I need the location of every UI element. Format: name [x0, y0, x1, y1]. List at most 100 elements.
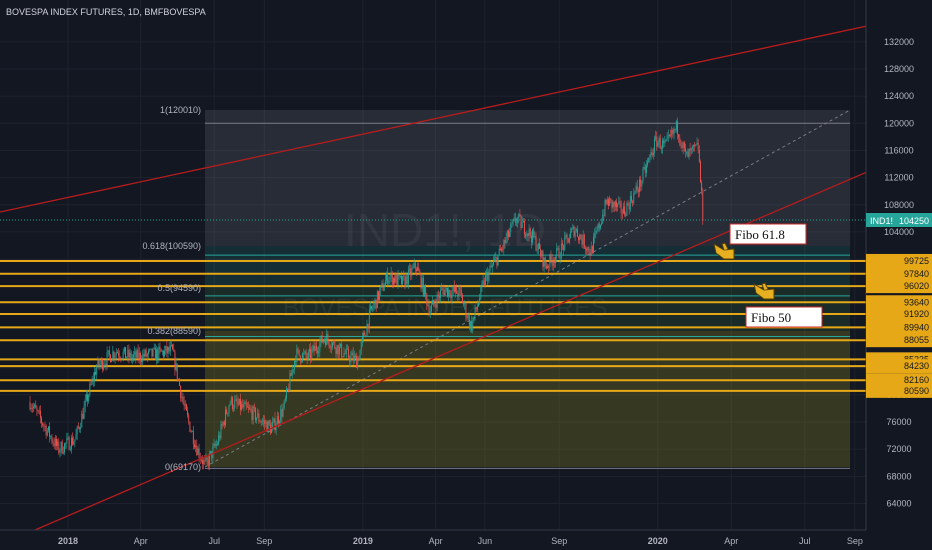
candle — [177, 378, 179, 382]
candle — [655, 130, 657, 142]
candle — [504, 237, 506, 249]
fibo-50-label: Fibo 50 — [751, 310, 791, 325]
candle — [640, 175, 642, 192]
candle — [575, 227, 577, 233]
candle — [390, 266, 392, 283]
candle — [220, 420, 222, 441]
candle — [58, 437, 60, 455]
candle — [560, 237, 562, 261]
candle — [635, 182, 637, 195]
candle — [227, 412, 229, 417]
channel-upper-line[interactable] — [0, 19, 896, 213]
fibo-618-label: Fibo 61.8 — [735, 227, 785, 242]
channel-lower-line[interactable] — [34, 143, 932, 531]
horizontal-levels[interactable] — [0, 259, 866, 392]
candle — [191, 430, 193, 433]
candle — [77, 422, 79, 430]
candle — [164, 345, 166, 358]
candle — [88, 393, 90, 404]
time-tick-label: Apr — [429, 536, 443, 546]
candle — [579, 233, 581, 245]
time-tick-label: 2019 — [353, 536, 373, 546]
price-axis[interactable]: 6400068000720007600080000840008800092000… — [865, 0, 932, 550]
candle — [528, 224, 530, 242]
candle — [380, 285, 382, 297]
candle — [96, 363, 98, 380]
candle — [534, 231, 536, 240]
candle — [565, 232, 567, 240]
candle — [664, 135, 666, 147]
candle — [229, 400, 231, 407]
candle — [426, 292, 428, 311]
candle — [660, 145, 662, 154]
candle — [381, 280, 383, 288]
candle — [258, 409, 260, 425]
candle — [493, 255, 494, 267]
fibo-618-annotation[interactable]: Fibo 61.8 — [729, 223, 807, 245]
candle — [392, 277, 394, 289]
candle — [127, 345, 129, 362]
candle — [475, 306, 477, 313]
time-axis[interactable]: 2018 Apr Jul Sep 2019 Apr Jun Sep 2020 Apr Jul Sep — [0, 529, 932, 550]
candle — [289, 369, 291, 392]
candle — [405, 271, 407, 289]
price-tick-label: 64000 — [886, 499, 911, 509]
candle — [453, 280, 455, 294]
candle — [457, 290, 459, 302]
candle — [125, 347, 126, 358]
candle — [489, 259, 491, 275]
candle — [222, 420, 224, 427]
candle — [702, 187, 704, 225]
candle — [283, 399, 285, 410]
candle — [310, 342, 312, 364]
candle — [567, 237, 569, 243]
candle — [689, 143, 691, 157]
time-tick-label: Jul — [799, 536, 811, 546]
candle — [491, 262, 493, 273]
candle — [402, 275, 404, 285]
candle — [587, 246, 589, 256]
candle — [438, 292, 440, 304]
candle — [516, 217, 517, 227]
fib-label-618: 0.618(100590) — [142, 241, 201, 251]
candle — [433, 299, 435, 307]
candle — [548, 264, 550, 274]
candle — [598, 221, 600, 232]
candle — [260, 419, 262, 427]
candle — [359, 349, 361, 360]
level-price-tag — [866, 266, 932, 281]
candle — [401, 271, 402, 289]
candle — [679, 134, 681, 147]
candle — [214, 440, 216, 449]
level-price-value: 88055 — [904, 335, 929, 345]
candle — [586, 246, 588, 255]
candle — [323, 337, 325, 343]
candle — [581, 234, 583, 248]
candle — [557, 245, 559, 251]
candle — [65, 442, 67, 450]
candle — [122, 348, 124, 362]
candle — [529, 227, 531, 239]
level-price-value: 93640 — [904, 297, 929, 307]
candle — [693, 144, 695, 152]
candle — [424, 285, 425, 298]
candle — [106, 346, 108, 370]
candle — [633, 188, 635, 206]
fibo-50-annotation[interactable]: Fibo 50 — [745, 306, 823, 328]
candle — [46, 427, 48, 437]
candle — [674, 128, 676, 133]
candle — [444, 286, 446, 296]
candle — [355, 353, 356, 360]
candle — [388, 276, 390, 286]
candle — [691, 144, 693, 154]
candle — [82, 408, 84, 420]
candle — [97, 356, 99, 369]
candle — [542, 249, 544, 271]
candle — [582, 230, 584, 250]
candle — [574, 226, 576, 241]
price-tick-label: 120000 — [884, 118, 914, 128]
candle — [512, 218, 514, 227]
candle — [184, 400, 186, 410]
candle — [533, 227, 535, 239]
